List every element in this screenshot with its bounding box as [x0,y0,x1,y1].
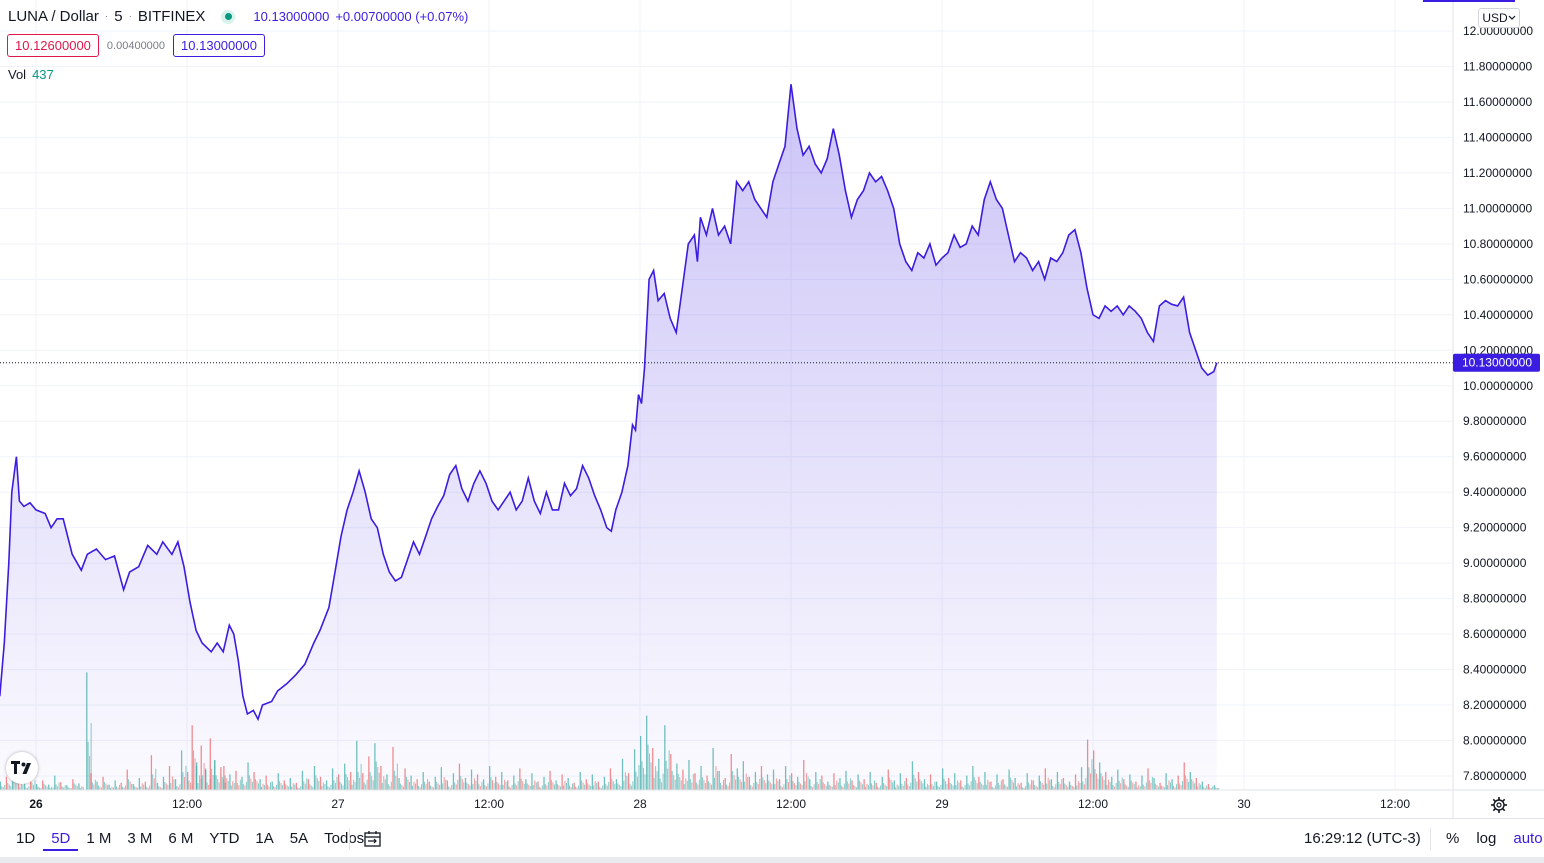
price-tick-label: 7.80000000 [1463,769,1527,783]
bid-ask-panel: 10.12600000 0.00400000 10.13000000 [7,34,265,57]
range-button[interactable]: 1D [16,830,36,847]
toolbar-divider [1430,828,1431,850]
log-scale-toggle[interactable]: log [1476,830,1497,847]
range-selector: 1D 5D 1 M 3 M 6 M YTD 1A 5A Todos [8,830,372,851]
time-tick-label: 29 [935,797,949,811]
price-tick-label: 9.80000000 [1463,414,1527,428]
settings-gear-glyph [1491,797,1507,813]
volume-label: Vol [8,67,27,82]
time-scale: 26 12:00 27 12:00 28 12:00 29 12:00 30 12:00 [29,797,1410,811]
price-area-fill [0,84,1217,790]
range-button[interactable]: 1A [255,830,274,847]
currency-button[interactable]: USD [1478,8,1520,28]
range-button[interactable]: 5D [43,830,79,851]
range-button[interactable]: 3 M [127,830,153,847]
svg-text:10.13000000: 10.13000000 [1462,356,1532,370]
bottom-scrollbar[interactable] [0,857,1544,863]
price-chart[interactable]: 12.0000000011.8000000011.6000000011.4000… [0,0,1544,818]
time-tick-label: 12:00 [172,797,202,811]
range-button[interactable]: YTD [209,830,240,847]
time-tick-label: 12:00 [776,797,806,811]
calendar-range-icon[interactable] [362,828,384,850]
calendar-glyph [364,831,381,847]
time-tick-label: 28 [633,797,647,811]
price-tick-label: 11.40000000 [1463,130,1533,144]
top-accent-bar [1423,0,1515,2]
last-price-label: 10.13000000 [1453,353,1540,372]
price-scale-bg [1453,0,1544,790]
exchange: BITFINEX [137,8,206,25]
symbol-legend[interactable]: LUNA / Dollar · 5 · BITFINEX 10.13000000… [8,8,468,25]
volume-bar [1216,788,1218,790]
gear-icon[interactable] [1488,794,1510,816]
volume-legend[interactable]: Vol 437 [8,67,54,82]
price-tick-label: 8.60000000 [1463,627,1527,641]
price-tick-label: 9.20000000 [1463,521,1527,535]
legend-separator: · [128,11,132,22]
live-status-dot-icon [221,9,236,24]
price-tick-label: 10.00000000 [1463,379,1533,393]
price-tick-label: 8.00000000 [1463,734,1527,748]
price-tick-label: 11.20000000 [1463,166,1533,180]
price-scale: 12.0000000011.8000000011.6000000011.4000… [1463,24,1533,783]
price-tick-label: 10.40000000 [1463,308,1533,322]
price-tick-label: 9.60000000 [1463,450,1527,464]
clock-readout[interactable]: 16:29:12 (UTC-3) [1304,830,1421,847]
price-tick-label: 9.00000000 [1463,556,1527,570]
time-tick-label: 30 [1237,797,1251,811]
toolbar-divider [349,828,350,850]
time-tick-label: 12:00 [1380,797,1410,811]
price-tick-label: 8.20000000 [1463,698,1527,712]
time-tick-label: 12:00 [474,797,504,811]
interval: 5 [114,8,123,25]
range-button[interactable]: Todos [324,830,365,847]
percent-scale-toggle[interactable]: % [1446,830,1460,847]
time-tick-label: 27 [331,797,345,811]
scale-options: % log auto [1446,830,1543,847]
auto-scale-toggle[interactable]: auto [1513,830,1543,847]
bid-price[interactable]: 10.12600000 [7,34,99,57]
price-tick-label: 10.80000000 [1463,237,1533,251]
tradingview-logo-mark [11,761,31,774]
spread-value: 0.00400000 [106,39,166,52]
legend-separator: · [104,11,109,22]
range-button[interactable]: 5A [289,830,309,847]
price-change: +0.00700000 (+0.07%) [335,9,469,24]
last-price: 10.13000000 [253,9,330,24]
time-tick-label: 12:00 [1078,797,1108,811]
volume-value: 437 [32,67,54,82]
ask-price[interactable]: 10.13000000 [173,34,265,57]
range-button[interactable]: 6 M [168,830,194,847]
price-tick-label: 10.60000000 [1463,272,1533,286]
bottom-toolbar: 1D 5D 1 M 3 M 6 M YTD 1A 5A Todos 16:29:12 (UTC-… [0,818,1544,859]
price-tick-label: 8.80000000 [1463,592,1527,606]
time-tick-label: 26 [29,797,43,811]
price-tick-label: 11.00000000 [1463,201,1533,215]
volume-bar [1218,788,1220,790]
price-line [0,84,1218,722]
price-tick-label: 11.60000000 [1463,95,1533,109]
price-tick-label: 9.40000000 [1463,485,1527,499]
tradingview-logo-icon[interactable] [6,752,38,784]
range-button[interactable]: 1 M [86,830,112,847]
price-tick-label: 11.80000000 [1463,59,1533,73]
symbol-name[interactable]: LUNA / Dollar [8,8,99,25]
price-tick-label: 8.40000000 [1463,663,1527,677]
currency-label: USD [1482,11,1508,25]
chevron-down-icon [1508,15,1516,20]
